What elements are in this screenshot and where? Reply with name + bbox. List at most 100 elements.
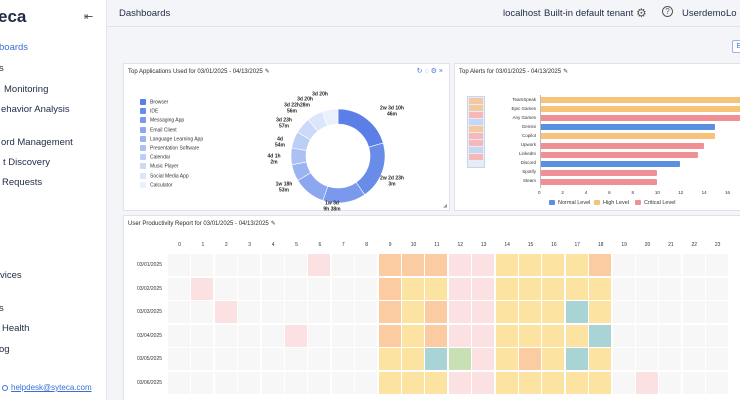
heatmap-cell[interactable]	[519, 301, 541, 323]
alert-bar[interactable]	[540, 178, 657, 185]
heatmap-cell[interactable]	[261, 254, 284, 276]
alerts-legend-item[interactable]: High Level	[594, 200, 629, 206]
apps-legend-item[interactable]: Browser	[140, 99, 168, 105]
heatmap-cell[interactable]	[495, 324, 518, 347]
edit-pencil-icon[interactable]: ✎	[563, 69, 569, 75]
heatmap-cell[interactable]	[331, 254, 354, 276]
heatmap-cell[interactable]	[659, 254, 682, 276]
heatmap-cell[interactable]	[168, 254, 190, 276]
heatmap-cell[interactable]	[308, 301, 331, 323]
heatmap-cell[interactable]	[168, 301, 190, 323]
heatmap-cell[interactable]	[355, 254, 378, 276]
heatmap-cell[interactable]	[565, 254, 588, 276]
heatmap-cell[interactable]	[425, 348, 448, 370]
heatmap-cell[interactable]	[402, 301, 424, 323]
heatmap-cell[interactable]	[378, 301, 401, 323]
heatmap-cell[interactable]	[612, 254, 635, 276]
heatmap-cell[interactable]	[285, 324, 307, 347]
edit-pencil-icon[interactable]: ✎	[264, 69, 270, 75]
heatmap-cell[interactable]	[519, 277, 541, 300]
heatmap-cell[interactable]	[542, 324, 565, 347]
heatmap-cell[interactable]	[612, 348, 635, 370]
alert-bar[interactable]	[540, 115, 740, 122]
help-link[interactable]: helpdesk@syteca.com	[2, 383, 92, 392]
heatmap-cell[interactable]	[191, 371, 214, 394]
heatmap-cell[interactable]	[589, 277, 612, 300]
alerts-legend-item[interactable]: Normal Level	[549, 200, 590, 206]
heatmap-cell[interactable]	[659, 324, 682, 347]
alert-bar[interactable]	[540, 133, 716, 140]
heatmap-cell[interactable]	[519, 348, 541, 370]
heatmap-cell[interactable]	[472, 254, 495, 276]
heatmap-cell[interactable]	[168, 324, 190, 347]
sidebar-item-sessions[interactable]: s	[0, 63, 4, 74]
heatmap-cell[interactable]	[261, 324, 284, 347]
heatmap-cell[interactable]	[659, 348, 682, 370]
donut-slice[interactable]	[321, 108, 339, 127]
heatmap-cell[interactable]	[285, 348, 307, 370]
heatmap-cell[interactable]	[238, 277, 261, 300]
heatmap-cell[interactable]	[706, 348, 729, 370]
apps-legend-item[interactable]: Calculator	[140, 181, 173, 188]
edit-pencil-icon[interactable]: ✎	[270, 221, 276, 227]
heatmap-cell[interactable]	[191, 348, 214, 370]
alerts-legend-item[interactable]: Critical Level	[635, 200, 675, 206]
heatmap-cell[interactable]	[402, 371, 424, 394]
heatmap-cell[interactable]	[706, 254, 729, 276]
settings-icon[interactable]: ⚙	[430, 68, 439, 75]
heatmap-cell[interactable]	[448, 371, 471, 394]
heatmap-cell[interactable]	[331, 301, 354, 323]
heatmap-cell[interactable]	[682, 324, 705, 347]
heatmap-cell[interactable]	[261, 301, 284, 323]
heatmap-cell[interactable]	[659, 371, 682, 394]
apps-legend-item[interactable]: Music Player	[140, 163, 179, 170]
heatmap-cell[interactable]	[542, 254, 565, 276]
apps-legend-item[interactable]: Presentation Software	[140, 145, 199, 151]
heatmap-cell[interactable]	[214, 301, 237, 323]
heatmap-cell[interactable]	[448, 254, 471, 276]
heatmap-cell[interactable]	[495, 254, 518, 276]
sidebar-item-requests[interactable]: Requests	[2, 177, 43, 188]
apps-legend-item[interactable]: Email Client	[140, 126, 177, 133]
alert-bar[interactable]	[540, 151, 698, 158]
heatmap-cell[interactable]	[495, 371, 518, 394]
heatmap-cell[interactable]	[448, 324, 471, 347]
heatmap-cell[interactable]	[472, 277, 495, 300]
heatmap-cell[interactable]	[565, 301, 588, 323]
heatmap-cell[interactable]	[402, 254, 424, 276]
heatmap-cell[interactable]	[214, 348, 237, 370]
heatmap-cell[interactable]	[589, 301, 612, 323]
heatmap-cell[interactable]	[425, 277, 448, 300]
heatmap-cell[interactable]	[402, 348, 424, 370]
heatmap-cell[interactable]	[331, 277, 354, 300]
apps-legend-item[interactable]: Social Media App	[140, 172, 189, 179]
heatmap-cell[interactable]	[308, 371, 331, 394]
heatmap-cell[interactable]	[659, 277, 682, 300]
heatmap-cell[interactable]	[448, 277, 471, 300]
heatmap-cell[interactable]	[636, 348, 658, 370]
alert-bar[interactable]	[540, 142, 704, 149]
heatmap-cell[interactable]	[519, 324, 541, 347]
heatmap-cell[interactable]	[682, 371, 705, 394]
heatmap-cell[interactable]	[612, 324, 635, 347]
heatmap-cell[interactable]	[519, 254, 541, 276]
heatmap-cell[interactable]	[636, 254, 658, 276]
donut-slice[interactable]	[290, 147, 307, 166]
sidebar-item-services[interactable]: vices	[0, 270, 22, 281]
heatmap-cell[interactable]	[612, 371, 635, 394]
heatmap-cell[interactable]	[214, 324, 237, 347]
heatmap-cell[interactable]	[706, 301, 729, 323]
collapse-sidebar-icon[interactable]: ⇤	[84, 11, 94, 23]
heatmap-cell[interactable]	[214, 277, 237, 300]
heatmap-cell[interactable]	[519, 371, 541, 394]
heatmap-cell[interactable]	[565, 348, 588, 370]
heatmap-cell[interactable]	[472, 324, 495, 347]
heatmap-cell[interactable]	[636, 301, 658, 323]
heatmap-cell[interactable]	[706, 277, 729, 300]
chat-icon[interactable]: ◌	[424, 68, 431, 75]
heatmap-cell[interactable]	[565, 371, 588, 394]
heatmap-cell[interactable]	[425, 254, 448, 276]
heatmap-cell[interactable]	[636, 324, 658, 347]
sidebar-item-settings[interactable]: s	[0, 303, 4, 314]
heatmap-cell[interactable]	[542, 348, 565, 370]
